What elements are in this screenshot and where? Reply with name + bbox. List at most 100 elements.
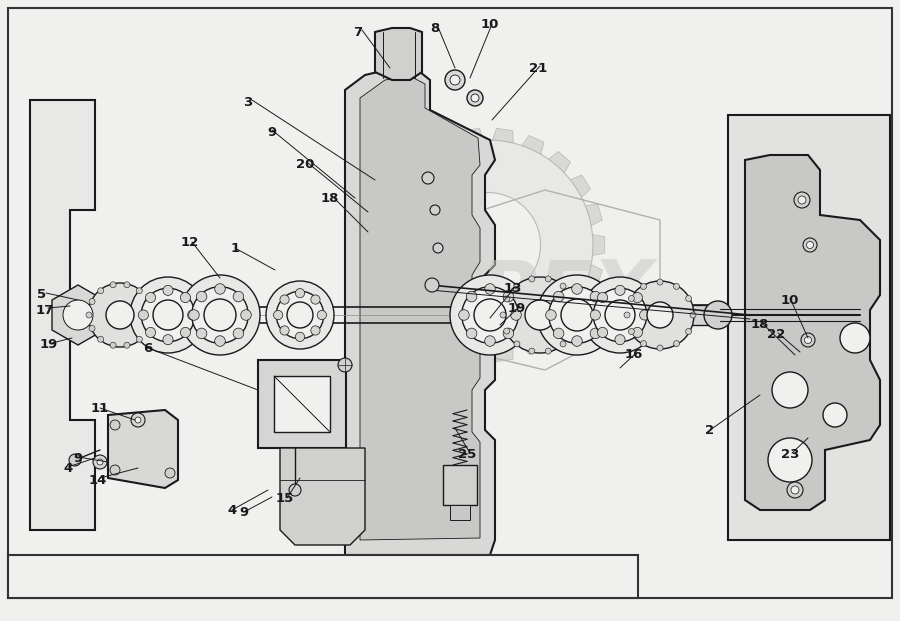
FancyBboxPatch shape [450,505,470,520]
Circle shape [145,299,151,304]
Circle shape [136,288,142,294]
Polygon shape [405,152,428,173]
Circle shape [459,310,469,320]
Circle shape [823,403,847,427]
Polygon shape [463,347,483,361]
Circle shape [525,300,555,330]
Text: 9: 9 [267,125,276,138]
Circle shape [560,341,566,347]
Circle shape [590,291,600,302]
Text: 11: 11 [91,402,109,414]
Text: 5: 5 [38,289,47,302]
Circle shape [615,285,626,296]
Circle shape [514,341,520,347]
Circle shape [590,310,600,320]
Circle shape [135,417,141,423]
Circle shape [803,238,817,252]
Circle shape [474,299,506,331]
Text: 21: 21 [529,61,547,75]
Circle shape [233,328,244,338]
Circle shape [106,301,134,329]
Circle shape [192,287,248,343]
Circle shape [805,337,812,343]
Circle shape [593,288,647,342]
Circle shape [582,277,658,353]
Text: 20: 20 [296,158,314,171]
Text: 18: 18 [751,319,770,332]
Circle shape [590,328,600,338]
Polygon shape [571,292,590,315]
Polygon shape [108,410,178,488]
Circle shape [89,325,95,332]
Circle shape [571,328,576,334]
Circle shape [485,336,495,347]
Circle shape [86,312,92,318]
Circle shape [233,291,244,302]
Text: 6: 6 [143,342,153,355]
Circle shape [146,292,156,302]
Text: 22: 22 [767,329,785,342]
Circle shape [466,291,477,302]
Circle shape [798,196,806,204]
Circle shape [153,300,183,330]
Circle shape [571,296,576,302]
Text: 12: 12 [181,237,199,250]
Circle shape [529,348,535,354]
Text: 16: 16 [625,348,643,361]
Polygon shape [745,155,880,510]
Polygon shape [372,235,383,255]
Text: 23: 23 [781,448,799,461]
Circle shape [657,279,663,285]
Circle shape [266,281,334,349]
Circle shape [145,325,151,332]
Circle shape [806,242,814,248]
Circle shape [462,287,518,343]
Circle shape [485,284,495,294]
Circle shape [504,296,509,302]
Polygon shape [522,336,544,355]
Text: 19: 19 [508,302,526,314]
Circle shape [572,284,582,294]
Circle shape [215,336,225,347]
Circle shape [280,295,320,335]
Circle shape [624,312,630,318]
Circle shape [433,243,443,253]
Circle shape [598,327,608,337]
Circle shape [180,327,191,337]
Polygon shape [592,235,605,255]
Circle shape [641,283,646,289]
Circle shape [148,312,154,318]
Circle shape [110,465,120,475]
Circle shape [572,336,582,347]
Circle shape [274,310,283,320]
Circle shape [69,454,81,466]
Polygon shape [258,360,346,448]
Circle shape [537,275,617,355]
Circle shape [422,172,434,184]
Polygon shape [345,68,495,555]
Circle shape [560,283,566,289]
Circle shape [628,296,634,302]
Circle shape [633,292,643,302]
Circle shape [136,336,142,342]
Polygon shape [52,285,104,345]
Polygon shape [385,175,406,197]
Circle shape [276,291,324,338]
Text: 9: 9 [239,505,248,519]
Circle shape [626,281,694,349]
Circle shape [124,282,130,288]
Circle shape [529,276,535,282]
Circle shape [88,283,152,347]
Circle shape [471,94,479,102]
Circle shape [425,278,439,292]
Circle shape [690,312,696,318]
Text: 7: 7 [354,25,363,39]
Text: 1: 1 [230,242,239,255]
Circle shape [289,484,301,496]
Circle shape [141,288,194,342]
Circle shape [131,413,145,427]
Circle shape [502,277,578,353]
Text: 24: 24 [392,563,411,576]
Circle shape [436,193,541,297]
Circle shape [98,336,104,342]
